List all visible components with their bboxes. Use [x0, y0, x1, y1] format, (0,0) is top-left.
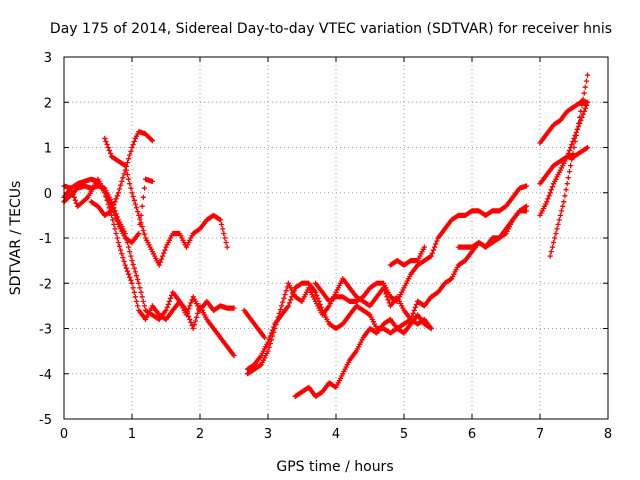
data-series [455, 203, 529, 250]
data-series [537, 144, 591, 187]
y-tick-label: 3 [44, 51, 52, 66]
series-plus-markers [455, 203, 529, 250]
series-plus-markers [547, 72, 591, 259]
y-tick-label: 2 [44, 96, 52, 111]
chart-title: Day 175 of 2014, Sidereal Day-to-day VTE… [50, 21, 612, 37]
data-series [241, 307, 268, 341]
y-tick-label: -4 [39, 368, 52, 383]
series-layer [61, 72, 591, 399]
data-series [547, 72, 591, 259]
x-tick-label: 1 [128, 427, 136, 442]
x-tick-label: 6 [468, 427, 476, 442]
x-tick-label: 4 [332, 427, 340, 442]
y-tick-label: -3 [39, 323, 52, 338]
plot-frame [63, 56, 609, 420]
y-tick-label: -5 [39, 413, 52, 428]
x-axis-label: GPS time / hours [276, 459, 393, 475]
data-series [313, 183, 529, 304]
data-series [102, 135, 230, 268]
series-plus-markers [387, 244, 427, 268]
data-series [88, 129, 155, 218]
y-tick-label: -2 [39, 277, 52, 292]
x-tick-label: 0 [60, 427, 68, 442]
series-plus-markers [537, 99, 591, 146]
y-tick-label: 1 [44, 142, 52, 157]
data-series [292, 312, 434, 399]
x-tick-label: 2 [196, 427, 204, 442]
y-tick-label: 0 [44, 187, 52, 202]
data-series [387, 244, 427, 268]
tick-layer: 0 1 2 3 4 5 6 7 8 -5 -4 -3 -2 -1 0 1 2 3 [39, 51, 612, 442]
x-tick-label: 8 [604, 427, 612, 442]
series-plus-markers [537, 144, 591, 187]
x-tick-label: 5 [400, 427, 408, 442]
series-plus-markers [241, 307, 268, 341]
x-tick-label: 7 [536, 427, 544, 442]
series-plus-markers [102, 135, 230, 268]
y-axis-label: SDTVAR / TECUs [8, 181, 24, 296]
series-plus-markers [313, 183, 529, 304]
data-series [537, 99, 591, 146]
series-plus-markers [292, 312, 434, 399]
series-plus-markers [88, 129, 155, 218]
y-tick-label: -1 [39, 232, 52, 247]
x-tick-label: 3 [264, 427, 272, 442]
